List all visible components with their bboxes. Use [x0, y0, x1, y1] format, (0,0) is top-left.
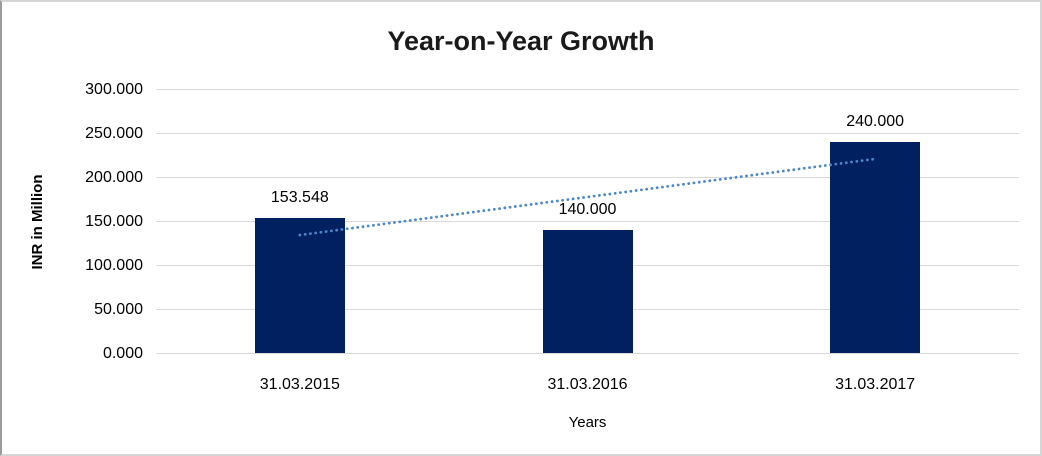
gridline [156, 353, 1019, 354]
x-tick-label: 31.03.2016 [547, 376, 628, 393]
y-tick-label: 250.000 [85, 124, 143, 142]
y-tick-label: 0.000 [102, 344, 143, 362]
y-tick-label: 200.000 [85, 168, 143, 186]
y-axis-title: INR in Million [29, 174, 46, 270]
bar-value-label: 240.000 [846, 113, 905, 131]
y-tick-label: 300.000 [85, 80, 143, 98]
bar-31.03.2015 [254, 218, 345, 354]
y-tick-label: 100.000 [85, 256, 143, 274]
bar-31.03.2016 [542, 230, 633, 354]
bar-31.03.2017 [830, 142, 921, 354]
gridline [156, 133, 1019, 134]
x-axis-title: Years [568, 414, 607, 431]
bar-value-label: 140.000 [558, 201, 617, 219]
x-tick-label: 31.03.2017 [835, 376, 916, 393]
gridline [156, 89, 1019, 90]
y-tick-label: 50.000 [94, 300, 143, 318]
y-tick-label: 150.000 [85, 212, 143, 230]
chart-title: Year-on-Year Growth [387, 26, 655, 56]
x-tick-label: 31.03.2015 [259, 376, 340, 393]
bar-value-label: 153.548 [270, 189, 329, 207]
